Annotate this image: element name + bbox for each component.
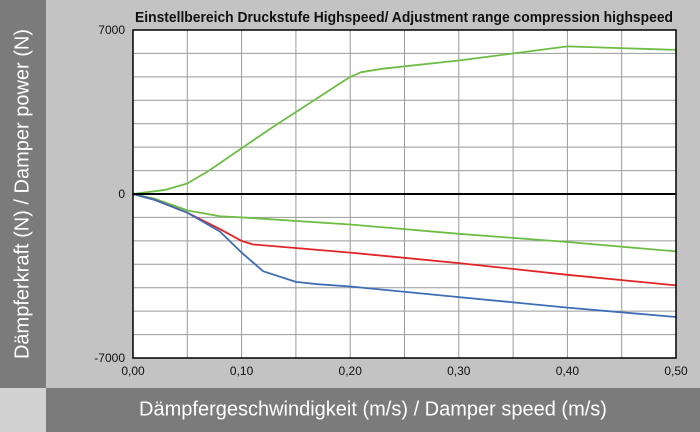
x-tick-label: 0,50	[664, 364, 688, 378]
x-tick-label: 0,40	[556, 364, 580, 378]
corner-block	[0, 388, 46, 432]
x-axis-label-band	[46, 388, 700, 432]
x-axis-label: Dämpfergeschwindigkeit (m/s) / Damper sp…	[139, 398, 607, 421]
grid-layer	[133, 30, 676, 358]
x-tick-label: 0,00	[121, 364, 145, 378]
y-tick-label: -7000	[94, 351, 125, 365]
x-tick-label: 0,20	[339, 364, 363, 378]
plot-border	[132, 29, 677, 359]
series-layer	[132, 45, 677, 318]
y-tick-label: 0	[118, 187, 125, 201]
y-axis-label-band	[0, 0, 46, 432]
tick-layer: 0,00 0,10 0,20 0,30 0,40 0,50 7000 0 -7000	[94, 23, 688, 378]
series-line-4	[132, 193, 677, 318]
y-tick-label: 7000	[98, 23, 125, 37]
x-tick-label: 0,10	[230, 364, 254, 378]
series-line-2	[132, 193, 677, 253]
series-line-1	[132, 45, 677, 195]
chart-title: Einstellbereich Druckstufe Highspeed/ Ad…	[135, 9, 673, 26]
x-tick-label: 0,30	[447, 364, 471, 378]
